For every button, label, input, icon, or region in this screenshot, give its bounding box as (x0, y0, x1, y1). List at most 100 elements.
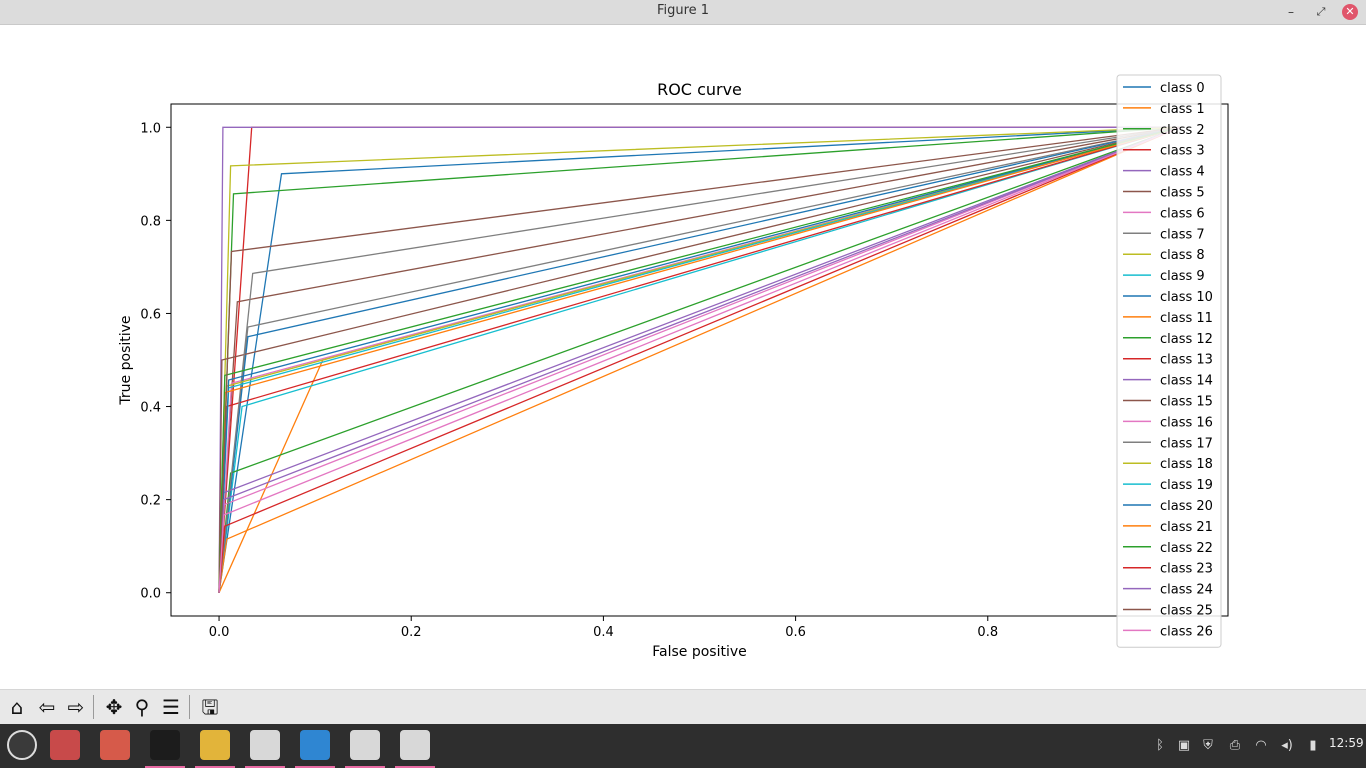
show-desktop-icon (50, 730, 80, 760)
running-indicator (245, 766, 285, 768)
printer-icon[interactable]: ⎙ (1229, 738, 1241, 753)
y-tick-label: 0.2 (140, 494, 161, 509)
series-line-25 (218, 126, 1181, 593)
bluetooth-icon[interactable]: ᛒ (1156, 738, 1164, 753)
legend-label: class 13 (1160, 353, 1213, 368)
taskbar-chrome[interactable] (195, 727, 235, 768)
shield-icon[interactable]: ⛨ (1203, 738, 1213, 753)
series-line-1 (218, 126, 1181, 593)
legend-label: class 12 (1160, 332, 1213, 347)
series-line-3 (218, 126, 1180, 593)
taskbar-matplotlib-figure-3[interactable] (395, 727, 435, 768)
legend: class 0 class 1 class 2 class 3 class 4 class… (1116, 74, 1222, 648)
running-indicator (345, 766, 385, 768)
legend-label: class 5 (1160, 186, 1205, 201)
series-line-12 (218, 126, 1181, 593)
figure-toolbar: ⌂ ⇦ ⇨ ✥ ⚲ ☰ 🖫 (0, 689, 1366, 725)
series-line-16 (218, 126, 1181, 593)
legend-label: class 8 (1160, 248, 1205, 263)
chart-title: ROC curve (657, 80, 742, 99)
series-line-21 (218, 126, 1181, 593)
legend-label: class 17 (1160, 436, 1213, 451)
x-axis-label: False positive (652, 644, 747, 660)
series-line-20 (218, 126, 1181, 593)
taskbar-vscode[interactable] (295, 727, 335, 768)
series-line-14 (218, 126, 1181, 593)
running-indicator (145, 766, 185, 768)
taskbar-files[interactable] (95, 727, 135, 765)
running-indicator (395, 766, 435, 768)
legend-label: class 7 (1160, 227, 1205, 242)
files-icon (100, 730, 130, 760)
mint-menu-icon (7, 730, 37, 760)
legend-label: class 22 (1160, 541, 1213, 556)
series-line-0 (218, 126, 1181, 593)
vscode-icon (300, 730, 330, 760)
x-tick-label: 0.0 (209, 625, 230, 640)
battery-icon[interactable]: ▮ (1309, 738, 1317, 753)
series-line-4 (218, 126, 1180, 593)
legend-label: class 4 (1160, 165, 1205, 180)
legend-label: class 10 (1160, 290, 1213, 305)
taskbar-matplotlib-figure-2[interactable] (345, 727, 385, 768)
save-figure-button[interactable]: 🖫 (201, 695, 219, 719)
window-title: Figure 1 (656, 3, 710, 18)
window-titlebar: Figure 1 – ⤢ ✕ (0, 0, 1366, 25)
running-indicator (295, 766, 335, 768)
legend-label: class 23 (1160, 562, 1213, 577)
close-button[interactable]: ✕ (1342, 4, 1358, 20)
x-tick-label: 0.4 (593, 625, 614, 640)
legend-label: class 26 (1160, 624, 1213, 639)
y-tick-label: 0.6 (140, 307, 161, 322)
series-line-18 (218, 126, 1181, 593)
legend-label: class 25 (1160, 604, 1213, 619)
maximize-button[interactable]: ⤢ (1316, 5, 1326, 18)
legend-label: class 0 (1160, 81, 1205, 96)
chrome-icon (200, 730, 230, 760)
taskbar-show-desktop[interactable] (45, 727, 85, 765)
series-line-5 (218, 126, 1181, 593)
x-tick-label: 0.2 (401, 625, 422, 640)
series-line-23 (218, 126, 1181, 593)
volume-icon[interactable]: ◂) (1281, 738, 1293, 753)
taskbar-mint-menu[interactable] (2, 727, 42, 765)
taskbar: ᛒ ▣ ⛨ ⎙ ◠ ◂) ▮ 12:59 (0, 724, 1366, 768)
configure-subplots-button[interactable]: ☰ (162, 695, 180, 719)
series-line-19 (218, 126, 1181, 593)
matplotlib-figure-2-icon (350, 730, 380, 760)
x-tick-label: 0.8 (977, 625, 998, 640)
zoom-button[interactable]: ⚲ (134, 695, 150, 719)
matplotlib-figure-1-icon (250, 730, 280, 760)
wifi-icon[interactable]: ◠ (1255, 738, 1267, 753)
legend-label: class 15 (1160, 395, 1213, 410)
series-line-22 (218, 126, 1181, 593)
toolbar-separator (189, 695, 190, 719)
taskbar-terminal[interactable] (145, 727, 185, 768)
toolbar-separator (93, 695, 94, 719)
series-line-15 (218, 126, 1181, 593)
series-line-2 (218, 126, 1181, 593)
x-tick-label: 0.6 (785, 625, 806, 640)
y-tick-label: 0.8 (140, 214, 161, 229)
series-line-24 (218, 126, 1181, 593)
taskbar-matplotlib-figure-1[interactable] (245, 727, 285, 768)
back-button[interactable]: ⇦ (38, 695, 56, 719)
clipboard-icon[interactable]: ▣ (1177, 738, 1191, 753)
series-line-10 (218, 126, 1181, 593)
series-line-11 (218, 126, 1181, 593)
legend-label: class 14 (1160, 374, 1213, 389)
forward-button[interactable]: ⇨ (67, 695, 85, 719)
series-line-26 (218, 126, 1181, 593)
minimize-button[interactable]: – (1288, 5, 1294, 19)
plot-area (170, 103, 1229, 617)
legend-label: class 6 (1160, 206, 1205, 221)
legend-label: class 16 (1160, 415, 1213, 430)
y-tick-label: 1.0 (140, 121, 161, 136)
legend-label: class 11 (1160, 311, 1213, 326)
legend-label: class 19 (1160, 478, 1213, 493)
pan-button[interactable]: ✥ (105, 695, 123, 719)
clock: 12:59 (1329, 736, 1364, 750)
y-tick-label: 0.4 (140, 401, 161, 416)
legend-label: class 1 (1160, 102, 1205, 117)
home-button[interactable]: ⌂ (10, 695, 24, 719)
